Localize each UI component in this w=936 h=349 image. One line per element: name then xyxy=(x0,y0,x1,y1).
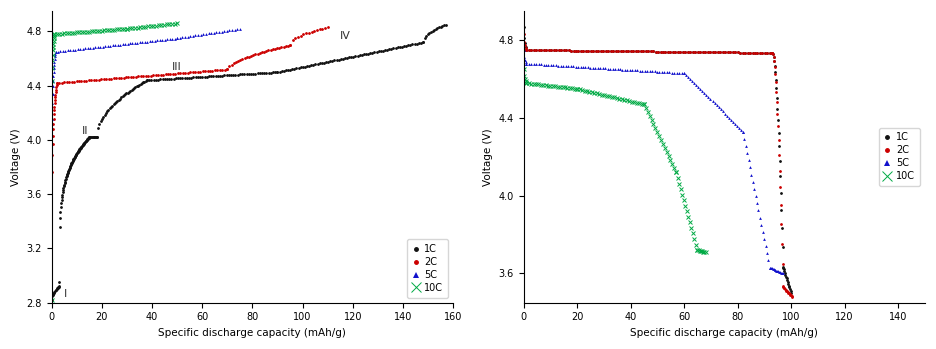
10C xyxy=(623,99,635,103)
X-axis label: Specific discharge capacity (mAh/g): Specific discharge capacity (mAh/g) xyxy=(630,328,818,338)
10C xyxy=(111,27,123,31)
2C xyxy=(785,293,797,297)
10C xyxy=(572,87,583,91)
1C xyxy=(528,48,539,52)
Text: I: I xyxy=(65,289,67,298)
5C xyxy=(46,298,57,302)
Legend: 1C, 2C, 5C, 10C: 1C, 2C, 5C, 10C xyxy=(407,239,448,298)
Line: 10C: 10C xyxy=(521,67,708,254)
2C xyxy=(543,48,554,52)
Line: 5C: 5C xyxy=(51,27,241,301)
1C xyxy=(422,32,433,36)
1C xyxy=(49,291,60,295)
10C xyxy=(49,32,60,36)
Line: 5C: 5C xyxy=(522,49,784,275)
10C xyxy=(700,250,711,254)
5C xyxy=(50,54,61,58)
5C xyxy=(778,272,789,276)
5C xyxy=(731,124,742,128)
2C xyxy=(322,25,333,29)
5C xyxy=(518,48,529,52)
2C xyxy=(278,44,289,49)
5C xyxy=(200,32,212,36)
10C xyxy=(607,95,618,99)
5C xyxy=(680,73,692,77)
2C xyxy=(298,32,309,37)
10C xyxy=(59,31,70,36)
1C xyxy=(543,48,554,52)
1C xyxy=(518,24,529,29)
Line: 1C: 1C xyxy=(51,23,446,301)
Line: 2C: 2C xyxy=(522,33,794,298)
2C xyxy=(235,58,246,62)
Y-axis label: Voltage (V): Voltage (V) xyxy=(483,128,493,186)
1C xyxy=(120,92,131,97)
10C xyxy=(692,248,703,252)
10C xyxy=(171,21,183,25)
X-axis label: Specific discharge capacity (mAh/g): Specific discharge capacity (mAh/g) xyxy=(158,328,346,338)
1C xyxy=(680,50,691,54)
10C xyxy=(631,101,642,105)
5C xyxy=(80,46,91,51)
5C xyxy=(768,268,780,272)
5C xyxy=(195,32,206,37)
2C xyxy=(190,70,201,74)
2C xyxy=(680,50,691,54)
2C xyxy=(528,48,539,52)
Text: IV: IV xyxy=(340,31,351,41)
2C xyxy=(46,298,57,302)
10C xyxy=(168,22,180,26)
1C xyxy=(520,48,532,52)
2C xyxy=(570,49,581,53)
5C xyxy=(760,244,771,248)
2C xyxy=(787,295,798,299)
1C xyxy=(46,298,57,302)
5C xyxy=(234,27,245,31)
Line: 2C: 2C xyxy=(51,26,329,301)
10C xyxy=(46,298,57,302)
10C xyxy=(540,83,551,87)
10C xyxy=(518,67,529,72)
5C xyxy=(691,83,702,88)
1C xyxy=(371,50,382,54)
10C xyxy=(151,23,162,28)
Legend: 1C, 2C, 5C, 10C: 1C, 2C, 5C, 10C xyxy=(879,128,920,186)
2C xyxy=(518,32,529,37)
10C xyxy=(48,48,59,52)
1C xyxy=(784,287,796,291)
Text: II: II xyxy=(81,126,88,136)
2C xyxy=(79,79,90,83)
5C xyxy=(224,28,235,32)
Line: 1C: 1C xyxy=(522,25,793,294)
Y-axis label: Voltage (V): Voltage (V) xyxy=(11,128,22,186)
Text: III: III xyxy=(172,62,182,72)
5C xyxy=(585,65,596,69)
5C xyxy=(167,37,178,41)
Line: 10C: 10C xyxy=(50,21,180,302)
2C xyxy=(177,71,188,75)
1C xyxy=(570,49,581,53)
1C xyxy=(206,74,217,79)
1C xyxy=(440,23,451,27)
1C xyxy=(785,291,797,295)
2C xyxy=(520,48,532,52)
1C xyxy=(74,147,85,151)
